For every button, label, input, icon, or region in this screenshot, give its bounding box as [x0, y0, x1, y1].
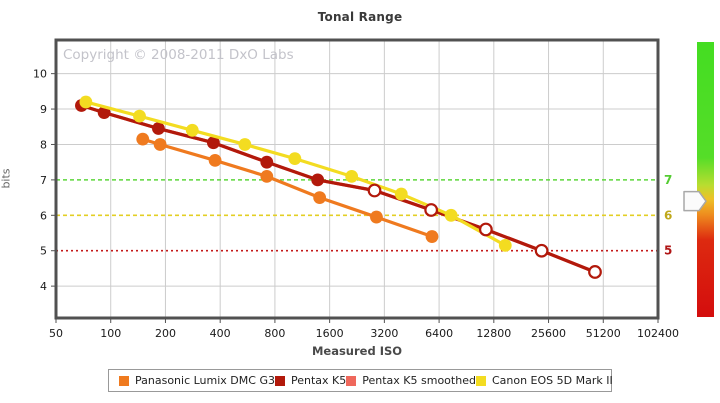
copyright-watermark: Copyright © 2008-2011 DxO Labs: [63, 47, 294, 63]
reference-line-label-5: 5: [664, 244, 672, 258]
y-axis-label: bits: [0, 168, 13, 189]
legend-item-label: Canon EOS 5D Mark II: [491, 374, 613, 387]
x-tick-label: 100: [100, 327, 121, 340]
legend-item-canon-eos-5d-mark-ii[interactable]: Canon EOS 5D Mark II: [475, 374, 613, 387]
data-point-panasonic-lumix-dmc-g3[interactable]: [208, 154, 222, 167]
data-point-panasonic-lumix-dmc-g3[interactable]: [425, 230, 439, 243]
data-point-canon-eos-5d-mark-ii[interactable]: [238, 138, 252, 151]
reference-line-label-7: 7: [664, 173, 672, 187]
data-point-panasonic-lumix-dmc-g3[interactable]: [313, 191, 327, 204]
data-point-open-pentax-k5[interactable]: [534, 243, 549, 258]
data-point-canon-eos-5d-mark-ii[interactable]: [498, 239, 512, 252]
data-point-canon-eos-5d-mark-ii[interactable]: [79, 95, 93, 109]
x-tick-label: 12800: [476, 327, 511, 340]
data-point-pentax-k5[interactable]: [97, 106, 111, 119]
data-point-open-pentax-k5[interactable]: [424, 203, 439, 217]
legend-item-pentax-k5-smoothed[interactable]: Pentax K5 smoothed: [346, 374, 476, 387]
data-point-canon-eos-5d-mark-ii[interactable]: [288, 152, 302, 166]
data-point-panasonic-lumix-dmc-g3[interactable]: [153, 138, 167, 151]
data-point-canon-eos-5d-mark-ii[interactable]: [394, 187, 408, 201]
legend-swatch: [119, 375, 129, 386]
data-point-canon-eos-5d-mark-ii[interactable]: [185, 123, 199, 137]
legend-swatch: [346, 375, 357, 386]
data-point-pentax-k5[interactable]: [260, 155, 274, 169]
reference-line-label-6: 6: [664, 208, 672, 222]
legend-item-pentax-k5[interactable]: Pentax K5: [274, 374, 347, 387]
x-tick-label: 3200: [370, 327, 398, 340]
data-point-panasonic-lumix-dmc-g3[interactable]: [260, 169, 274, 183]
y-tick-label: 5: [40, 245, 47, 258]
x-tick-label: 200: [155, 327, 176, 340]
data-point-panasonic-lumix-dmc-g3[interactable]: [136, 132, 150, 146]
data-point-open-pentax-k5[interactable]: [478, 222, 493, 237]
x-axis-label: Measured ISO: [311, 344, 403, 358]
data-point-canon-eos-5d-mark-ii[interactable]: [345, 169, 359, 183]
legend-item-panasonic-lumix-dmc-g3[interactable]: Panasonic Lumix DMC G3: [119, 374, 275, 387]
y-tick-label: 8: [40, 138, 47, 151]
data-point-canon-eos-5d-mark-ii[interactable]: [133, 109, 146, 123]
x-tick-label: 25600: [531, 327, 566, 340]
legend-item-label: Pentax K5: [290, 374, 347, 387]
plot-border: [54, 38, 660, 320]
y-tick-label: 10: [33, 68, 47, 81]
y-tick-label: 7: [40, 174, 47, 187]
y-tick-label: 4: [40, 280, 47, 293]
data-point-pentax-k5[interactable]: [311, 173, 325, 187]
x-tick-label: 6400: [425, 327, 453, 340]
x-tick-label: 50: [49, 327, 63, 340]
color-scale-slider[interactable]: [683, 190, 707, 212]
data-point-open-pentax-k5[interactable]: [367, 183, 382, 198]
chart-title: Tonal Range: [317, 10, 403, 24]
y-tick-label: 9: [40, 103, 47, 116]
x-tick-label: 51200: [586, 327, 621, 340]
x-tick-label: 102400: [637, 327, 679, 340]
data-point-open-pentax-k5[interactable]: [588, 265, 602, 279]
legend-swatch: [274, 375, 285, 386]
data-point-pentax-k5[interactable]: [206, 136, 220, 150]
legend-item-label: Panasonic Lumix DMC G3: [135, 374, 275, 387]
legend-item-label: Pentax K5 smoothed: [362, 374, 476, 387]
data-point-pentax-k5[interactable]: [152, 122, 165, 135]
color-scale-bar[interactable]: [697, 42, 714, 317]
x-tick-label: 800: [264, 327, 285, 340]
x-tick-label: 1600: [316, 327, 344, 340]
data-point-panasonic-lumix-dmc-g3[interactable]: [370, 210, 383, 224]
y-tick-label: 6: [40, 209, 47, 222]
legend: Panasonic Lumix DMC G3 Pentax K5 Pentax K5…: [108, 369, 613, 392]
legend-swatch: [475, 375, 486, 386]
x-tick-label: 400: [210, 327, 231, 340]
data-point-canon-eos-5d-mark-ii[interactable]: [444, 208, 458, 222]
